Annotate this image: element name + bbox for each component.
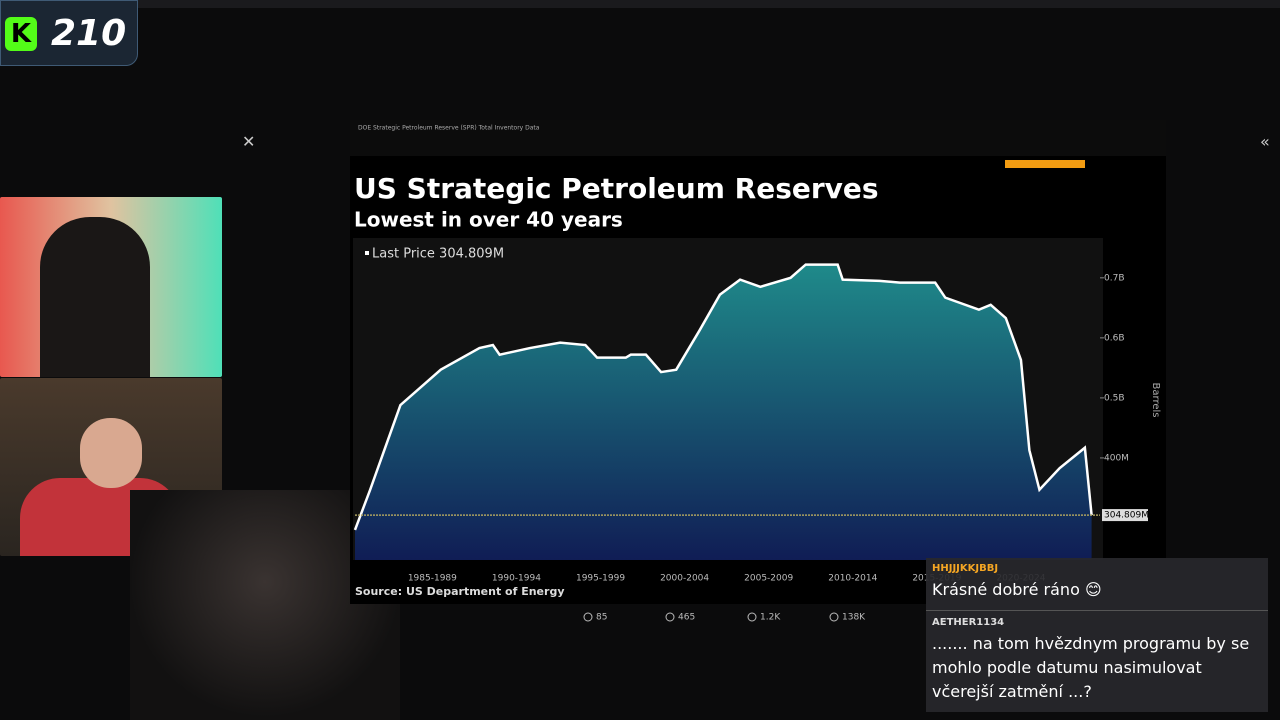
legend: Last Price 304.809M (372, 247, 504, 262)
x-tick-label: 1985-1989 (408, 574, 457, 584)
face (80, 418, 142, 488)
tweet-stat: 465 (678, 613, 695, 623)
chart-window: DOE Strategic Petroleum Reserve (SPR) To… (350, 120, 1166, 623)
collapse-button[interactable]: « (1260, 132, 1270, 151)
last-price-tag (1102, 509, 1148, 522)
tweet-stats: 85 465 1.2K 138K (583, 612, 866, 623)
x-tick-label: 2000-2004 (660, 574, 709, 584)
stat-icon (829, 612, 839, 622)
x-tick-label: 2010-2014 (828, 574, 877, 584)
chat-message: ....... na tom hvězdnym programu by se m… (932, 634, 1250, 701)
tweet-stat: 138K (842, 613, 866, 623)
legend-swatch (365, 251, 369, 255)
chat-panel: HHJJJKKJBBJ Krásné dobré ráno 😊 AETHER11… (926, 558, 1268, 712)
viewer-badge: K 210 (0, 0, 138, 66)
tweet-stat: 1.2K (760, 613, 781, 623)
stat-icon (583, 612, 593, 622)
x-tick-label: 1995-1999 (576, 574, 625, 584)
tweet-stat: 85 (596, 613, 607, 623)
x-tick-label: 1990-1994 (492, 574, 541, 584)
badge-icon: K (5, 17, 37, 51)
y-tick-label: 400M (1104, 453, 1129, 463)
chat-user: AETHER1134 (932, 617, 1005, 628)
window-title: DOE Strategic Petroleum Reserve (SPR) To… (358, 125, 540, 132)
viewer-count: 210 (51, 13, 127, 54)
chat-message: Krásné dobré ráno 😊 (932, 580, 1102, 599)
top-bar (0, 0, 1280, 8)
area (355, 264, 1092, 560)
webcam-guest-1 (0, 197, 222, 377)
person (40, 217, 150, 377)
x-tick-label: 2005-2009 (744, 574, 793, 584)
y-tick-label: 0.6B (1104, 333, 1125, 343)
toolbar (350, 120, 1166, 156)
source: Source: US Department of Energy (355, 585, 565, 598)
stat-icon (665, 612, 675, 622)
y-tick-label: 0.7B (1104, 273, 1125, 283)
y-tick-label: 0.5B (1104, 393, 1125, 403)
close-button[interactable]: ✕ (242, 132, 256, 151)
stat-icon (747, 612, 757, 622)
y-axis-label: Barrels (1150, 383, 1161, 418)
chat-user: HHJJJKKJBBJ (932, 563, 999, 574)
chart-title: US Strategic Petroleum Reserves (354, 172, 879, 205)
toolbar-field (1005, 160, 1085, 168)
last-price-label: 304.809M (1104, 511, 1149, 521)
chart-subtitle: Lowest in over 40 years (354, 208, 623, 232)
line (353, 263, 1093, 531)
divider (926, 610, 1268, 611)
